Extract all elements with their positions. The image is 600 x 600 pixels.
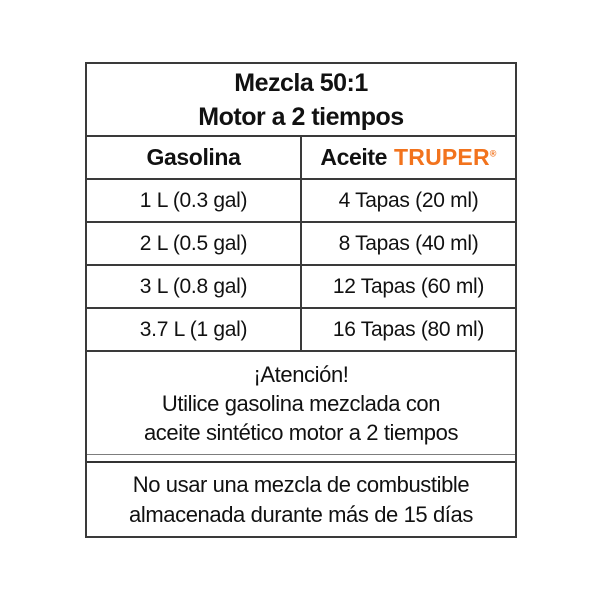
column-header-gasolina: Gasolina	[146, 144, 241, 170]
table-row: 1 L (0.3 gal) 4 Tapas (20 ml)	[87, 178, 515, 221]
section-divider	[87, 454, 515, 463]
gasolina-value: 2 L (0.5 gal)	[139, 231, 248, 255]
table-row: 3.7 L (1 gal) 16 Tapas (80 ml)	[87, 307, 515, 350]
mix-ratio-table: Mezcla 50:1 Motor a 2 tiempos Gasolina A…	[85, 62, 517, 538]
aceite-label: Aceite	[320, 144, 388, 170]
table-row: 3 L (0.8 gal) 12 Tapas (60 ml)	[87, 264, 515, 307]
aceite-value: 4 Tapas (20 ml)	[300, 180, 515, 221]
table-title: Mezcla 50:1 Motor a 2 tiempos	[87, 64, 515, 135]
attention-heading: ¡Atención!	[253, 361, 349, 387]
title-line-ratio: Mezcla 50:1	[234, 68, 368, 97]
storage-note-section: No usar una mezcla de combustible almace…	[87, 463, 515, 536]
storage-note-line-1: No usar una mezcla de combustible	[132, 471, 470, 497]
gasolina-value: 3 L (0.8 gal)	[139, 274, 248, 298]
aceite-value: 16 Tapas (80 ml)	[300, 309, 515, 350]
truper-wordmark: TRUPER	[394, 144, 490, 170]
attention-line-2: aceite sintético motor a 2 tiempos	[143, 419, 459, 445]
storage-note-line-2: almacenada durante más de 15 días	[129, 501, 473, 527]
column-header-aceite: Aceite TRUPER®	[300, 137, 515, 178]
column-header-row: Gasolina Aceite TRUPER®	[87, 135, 515, 178]
attention-line-1: Utilice gasolina mezclada con	[161, 390, 441, 416]
gasolina-value: 1 L (0.3 gal)	[139, 188, 248, 212]
attention-section: ¡Atención! Utilice gasolina mezclada con…	[87, 350, 515, 454]
title-line-engine: Motor a 2 tiempos	[198, 102, 404, 131]
table-row: 2 L (0.5 gal) 8 Tapas (40 ml)	[87, 221, 515, 264]
aceite-value: 8 Tapas (40 ml)	[300, 223, 515, 264]
aceite-value: 12 Tapas (60 ml)	[300, 266, 515, 307]
gasolina-value: 3.7 L (1 gal)	[139, 317, 248, 341]
registered-trademark-mark: ®	[489, 148, 497, 159]
truper-brand-logo: TRUPER®	[394, 144, 497, 171]
